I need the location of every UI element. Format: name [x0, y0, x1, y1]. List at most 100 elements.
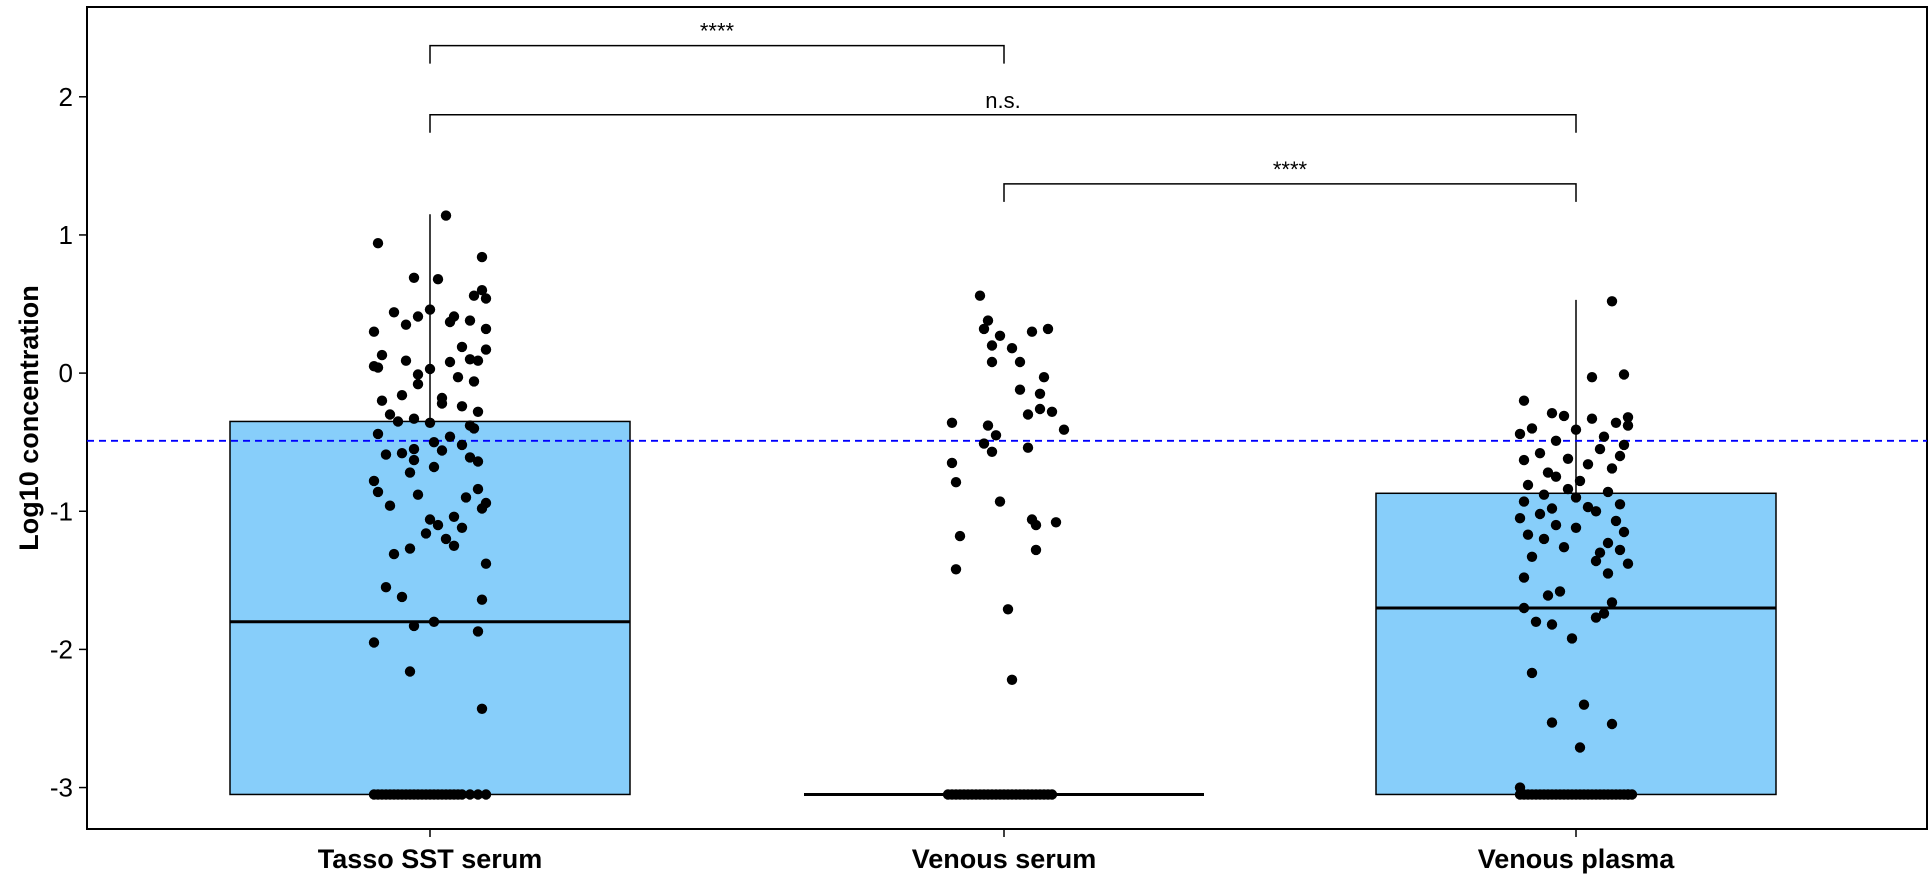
data-point [456, 439, 468, 451]
data-point [1526, 551, 1538, 562]
data-point [472, 626, 484, 637]
data-point [468, 290, 480, 301]
data-point [1618, 439, 1630, 451]
data-point [384, 409, 396, 420]
data-point [468, 423, 480, 434]
data-point [448, 540, 460, 551]
data-point [1574, 475, 1586, 487]
data-point [1582, 501, 1594, 513]
data-point [404, 467, 416, 478]
data-point [994, 496, 1006, 507]
data-point [464, 315, 476, 326]
data-point [1550, 519, 1562, 531]
data-point [1030, 544, 1042, 556]
data-point [1614, 450, 1626, 462]
data-point [404, 543, 416, 554]
data-point [372, 362, 384, 373]
data-point [982, 315, 994, 326]
data-point [1618, 369, 1630, 380]
data-point [476, 285, 488, 296]
data-point [444, 356, 456, 368]
data-point [380, 449, 392, 460]
data-point [1590, 506, 1602, 517]
data-point [388, 789, 400, 800]
comparison-bracket [429, 44, 1005, 64]
comparison-bracket [429, 114, 1577, 133]
data-point [1034, 388, 1046, 399]
data-point [1538, 533, 1550, 545]
data-point [408, 443, 420, 455]
data-point [464, 354, 476, 365]
data-point [448, 511, 460, 522]
data-point [1518, 395, 1530, 406]
data-point [1518, 496, 1530, 507]
data-point [946, 417, 958, 428]
data-point [368, 637, 380, 648]
data-point [376, 395, 388, 406]
data-point [1610, 515, 1622, 527]
data-point [476, 703, 488, 714]
data-point [1554, 586, 1566, 597]
data-point [472, 483, 484, 495]
data-point [436, 398, 448, 409]
data-point [1622, 412, 1634, 423]
data-point [456, 522, 468, 533]
data-point [412, 789, 424, 800]
data-point [1598, 431, 1610, 442]
data-point [1518, 602, 1530, 614]
data-point [1582, 459, 1594, 470]
data-point [464, 789, 476, 800]
data-point [428, 616, 440, 627]
comparisons-layer: **** n.s. **** [429, 19, 1577, 202]
data-point [440, 533, 452, 545]
y-tick-label: 1 [59, 220, 73, 250]
data-point [1586, 413, 1598, 424]
y-tick-label: -1 [50, 496, 73, 526]
data-point [476, 503, 488, 514]
points-layer [368, 210, 1638, 800]
data-point [1594, 443, 1606, 455]
data-point [372, 428, 384, 440]
y-tick-label: -3 [50, 773, 73, 803]
data-point [1518, 572, 1530, 583]
data-point [1570, 424, 1582, 435]
significance-label: n.s. [985, 88, 1020, 113]
data-point [408, 454, 420, 466]
data-point [424, 514, 436, 525]
data-point [476, 251, 488, 263]
data-point [1602, 568, 1614, 579]
data-point [376, 349, 388, 361]
data-point [1006, 674, 1018, 685]
data-point [1550, 471, 1562, 482]
data-point [1550, 435, 1562, 446]
data-point [994, 330, 1006, 341]
data-point [1006, 343, 1018, 354]
data-point [1526, 667, 1538, 679]
data-point [452, 372, 464, 383]
data-point [444, 789, 456, 800]
data-point [1578, 699, 1590, 710]
data-point [1570, 522, 1582, 533]
data-point [1514, 513, 1526, 524]
data-point [1558, 542, 1570, 553]
data-point [986, 340, 998, 351]
data-point [1522, 529, 1534, 540]
data-point [1622, 420, 1634, 431]
data-point [1614, 499, 1626, 510]
data-point [1514, 428, 1526, 440]
data-point [1606, 463, 1618, 474]
data-point [954, 530, 966, 542]
data-point [1022, 409, 1034, 420]
data-point [1546, 503, 1558, 514]
data-point [464, 452, 476, 463]
data-point [420, 528, 432, 539]
data-point [1522, 479, 1534, 491]
data-point [978, 323, 990, 335]
x-category-label: Tasso SST serum [318, 844, 543, 874]
data-point [428, 461, 440, 473]
data-point [396, 789, 408, 800]
data-point [1558, 410, 1570, 422]
x-category-label: Venous plasma [1478, 844, 1676, 874]
data-point [424, 417, 436, 428]
data-point [950, 564, 962, 575]
